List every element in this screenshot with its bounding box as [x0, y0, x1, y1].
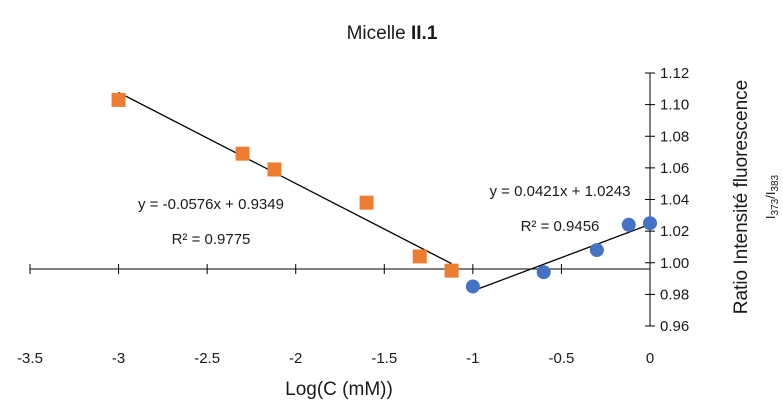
y-tick-label: 0.98	[660, 286, 689, 303]
y-tick-labels: 0.96 0.98 1.00 1.02 1.04 1.06 1.08 1.10 1.12	[660, 65, 689, 335]
x-tick-label: -2	[289, 350, 302, 367]
data-point-circle	[465, 279, 480, 294]
x-tick-label: -3	[112, 350, 125, 367]
y-tick-label: 0.96	[660, 318, 689, 335]
y-tick-label: 1.12	[660, 65, 689, 82]
x-axis-title: Log(C (mM))	[285, 379, 393, 400]
y-tick-label: 1.02	[660, 223, 689, 240]
x-tick-label: -0.5	[548, 350, 574, 367]
y-sub-i1: I	[763, 215, 778, 219]
y-sub-i2: /I	[763, 192, 778, 199]
trendline-1-equation: y = -0.0576x + 0.9349	[138, 196, 284, 213]
y-sub-383: 383	[770, 174, 781, 191]
data-points	[111, 92, 657, 294]
data-point-square	[235, 146, 250, 161]
trendline-1	[118, 91, 452, 265]
x-tick-label: -3.5	[17, 350, 43, 367]
x-tick-labels: -3.5 -3 -2.5 -2 -1.5 -1 -0.5 0	[17, 350, 654, 367]
data-point-square	[412, 249, 427, 264]
data-point-circle	[643, 216, 657, 231]
data-point-circle	[589, 243, 604, 258]
data-point-square	[111, 92, 126, 107]
x-tick-label: -1.5	[371, 350, 397, 367]
trendline-2-equation: y = 0.0421x + 1.0243	[490, 183, 631, 200]
y-axis-title: Ratio Intensité fluorescence	[731, 80, 752, 314]
chart-title: Micelle II.1	[347, 23, 438, 44]
chart-title-main: Micelle	[347, 23, 411, 44]
chart-title-bold: II.1	[411, 23, 438, 44]
data-point-square	[444, 263, 459, 278]
data-point-square	[267, 162, 282, 177]
data-point-square	[359, 195, 374, 210]
y-tick-label: 1.00	[660, 255, 689, 272]
y-tick-label: 1.08	[660, 128, 689, 145]
y-sub-373: 373	[770, 198, 781, 215]
x-tick-label: -2.5	[194, 350, 220, 367]
data-point-circle	[621, 217, 636, 232]
trendline-2	[472, 223, 651, 292]
y-tick-label: 1.04	[660, 192, 689, 209]
trendline-1-r2: R² = 0.9775	[172, 231, 251, 248]
trendline-2-r2: R² = 0.9456	[521, 218, 600, 235]
data-point-circle	[536, 265, 551, 280]
y-tick-label: 1.06	[660, 160, 689, 177]
y-axis-subtitle: I373/I383	[763, 174, 781, 219]
y-tick-label: 1.10	[660, 97, 689, 114]
x-tick-label: 0	[646, 350, 654, 367]
trendlines	[118, 91, 651, 292]
x-tick-label: -1	[466, 350, 479, 367]
